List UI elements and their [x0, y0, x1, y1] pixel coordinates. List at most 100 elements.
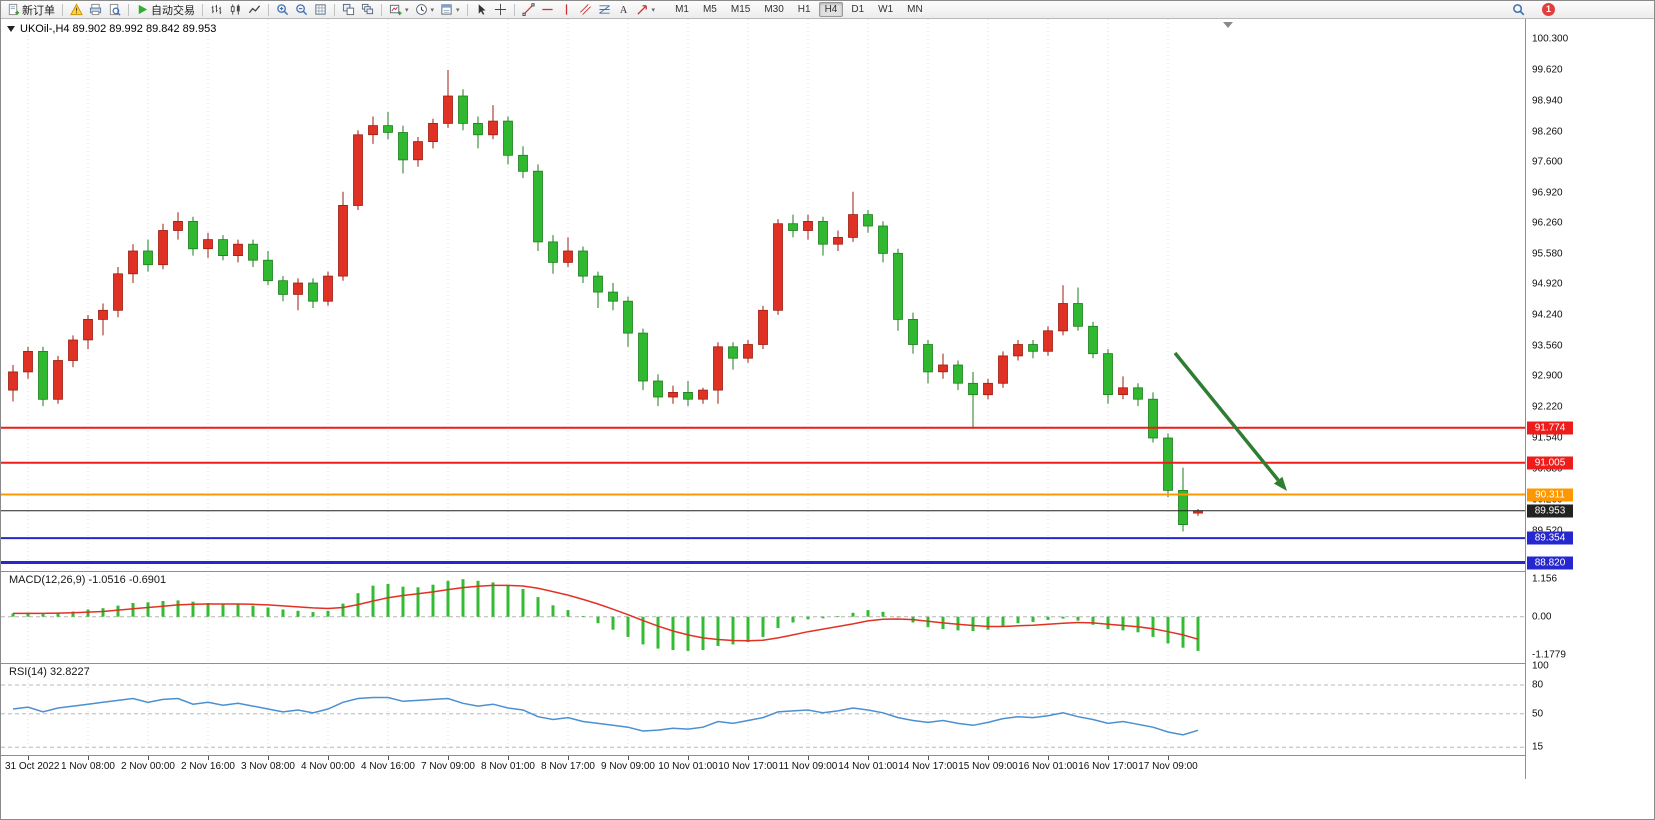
time-tick [508, 756, 509, 760]
notification-badge[interactable]: 1 [1542, 3, 1555, 16]
time-tick [748, 756, 749, 760]
time-axis[interactable]: 31 Oct 2022 1 Nov 08:00 2 Nov 00:00 2 Nov 1… [1, 755, 1525, 781]
price-axis-label: 93.560 [1532, 340, 1563, 352]
time-tick [568, 756, 569, 760]
time-tick [628, 756, 629, 760]
time-axis-label: 9 Nov 09:00 [601, 761, 655, 772]
zoom-in-button[interactable] [273, 2, 292, 18]
text-label-button[interactable]: A [614, 2, 633, 18]
tile-windows-button[interactable] [339, 2, 358, 18]
time-tick [148, 756, 149, 760]
time-axis-label: 16 Nov 01:00 [1018, 761, 1078, 772]
crosshair-button[interactable] [491, 2, 510, 18]
macd-axis-label: -1.1779 [1532, 649, 1566, 661]
print-button[interactable] [86, 2, 105, 18]
alert-button[interactable] [67, 2, 86, 18]
current-price-line-tag: 89.953 [1527, 504, 1573, 518]
search-button[interactable] [1509, 2, 1528, 18]
templates-icon [440, 3, 453, 16]
bar-chart-button[interactable] [207, 2, 226, 18]
trend-arrow-annotation [1173, 351, 1280, 482]
time-axis-label: 8 Nov 17:00 [541, 761, 595, 772]
rsi-plot[interactable] [1, 663, 1525, 755]
svg-text:A: A [619, 5, 627, 16]
horizontal-line-button[interactable] [538, 2, 557, 18]
new-order-button[interactable]: 新订单 [4, 2, 58, 18]
periods-button[interactable]: ▾ [412, 2, 438, 18]
timeframe-mn-button[interactable]: MN [907, 4, 923, 15]
time-axis-label: 14 Nov 17:00 [898, 761, 958, 772]
toolbar-separator [62, 3, 63, 16]
vline-icon [560, 3, 573, 16]
timeframe-m30-button[interactable]: M30 [764, 4, 784, 15]
time-axis-label: 15 Nov 09:00 [958, 761, 1018, 772]
panel-separator[interactable] [1, 663, 1654, 664]
time-tick [808, 756, 809, 760]
grid-button[interactable] [311, 2, 330, 18]
autotrade-button[interactable]: 自动交易 [133, 2, 198, 18]
time-axis-label: 4 Nov 00:00 [301, 761, 355, 772]
timeframe-h1-button[interactable]: H1 [797, 4, 811, 15]
time-axis-label: 2 Nov 16:00 [181, 761, 235, 772]
price-axis-label: 100.300 [1532, 33, 1569, 45]
line-chart-button[interactable] [245, 2, 264, 18]
time-tick [88, 756, 89, 760]
toolbar: 新订单 自动交易 ▾ ▾ ▾ A ▾ M1 M5 M15 M30 H1 H4 D1 W1 MN 1 [1, 1, 1654, 19]
time-tick [868, 756, 869, 760]
cursor-icon [475, 3, 488, 16]
toolbar-separator [202, 3, 203, 16]
resistance-line-91774-tag[interactable]: 91.774 [1527, 421, 1573, 435]
price-axis-label: 99.620 [1532, 64, 1563, 76]
fibonacci-button[interactable] [595, 2, 614, 18]
print-preview-button[interactable] [105, 2, 124, 18]
candlestick-chart-button[interactable] [226, 2, 245, 18]
price-axis[interactable]: 100.300 99.620 98.940 98.260 97.600 96.920 96.… [1525, 19, 1654, 779]
equidistant-channel-button[interactable] [576, 2, 595, 18]
time-tick [1048, 756, 1049, 760]
timeframe-h4-button[interactable]: H4 [818, 2, 844, 17]
one-click-trading-icon[interactable] [7, 26, 15, 32]
panel-separator[interactable] [1, 571, 1654, 572]
main-chart-panel[interactable]: UKOil-,H4 89.902 89.992 89.842 89.953 [1, 19, 1525, 571]
text-icon: A [617, 3, 630, 16]
time-tick [1168, 756, 1169, 760]
arrows-icon [636, 3, 649, 16]
toolbar-right: 1 [1509, 2, 1555, 18]
macd-label: MACD(12,26,9) -1.0516 -0.6901 [9, 574, 167, 586]
time-axis-label: 4 Nov 16:00 [361, 761, 415, 772]
periods-icon [415, 3, 428, 16]
symbol-ohlc-label: UKOil-,H4 89.902 89.992 89.842 89.953 [20, 23, 217, 35]
timeframe-w1-button[interactable]: W1 [878, 4, 894, 15]
templates-button[interactable]: ▾ [437, 2, 463, 18]
trendline-button[interactable] [519, 2, 538, 18]
macd-panel[interactable]: MACD(12,26,9) -1.0516 -0.6901 [1, 571, 1525, 663]
vertical-line-button[interactable] [557, 2, 576, 18]
timeframe-m1-button[interactable]: M1 [675, 4, 689, 15]
support-line-90311-tag[interactable]: 90.311 [1527, 488, 1573, 501]
time-axis-label: 31 Oct 2022 [5, 761, 60, 772]
linechart-icon [248, 3, 261, 16]
rsi-panel[interactable]: RSI(14) 32.8227 [1, 663, 1525, 755]
candles-icon [229, 3, 242, 16]
resistance-line-91005-tag[interactable]: 91.005 [1527, 456, 1573, 470]
trendline-icon [522, 3, 535, 16]
support-line-89354-tag[interactable]: 89.354 [1527, 531, 1573, 545]
price-axis-label: 96.260 [1532, 217, 1563, 229]
timeframe-m5-button[interactable]: M5 [702, 4, 717, 15]
timeframe-m15-button[interactable]: M15 [730, 4, 751, 15]
arrows-button[interactable]: ▾ [633, 2, 659, 18]
macd-plot[interactable] [1, 571, 1525, 663]
search-icon [1512, 3, 1525, 16]
panel-separator[interactable] [1, 755, 1654, 756]
price-axis-label: 94.920 [1532, 278, 1563, 290]
cursor-button[interactable] [472, 2, 491, 18]
support-line-88820-tag[interactable]: 88.820 [1527, 556, 1573, 569]
cascade-windows-button[interactable] [358, 2, 377, 18]
toolbar-separator [128, 3, 129, 16]
timeframe-d1-button[interactable]: D1 [851, 4, 865, 15]
candlestick-plot[interactable] [1, 19, 1525, 571]
zoom-out-button[interactable] [292, 2, 311, 18]
time-axis-label: 10 Nov 01:00 [658, 761, 718, 772]
grid-icon [314, 3, 327, 16]
new-chart-button[interactable]: ▾ [386, 2, 412, 18]
